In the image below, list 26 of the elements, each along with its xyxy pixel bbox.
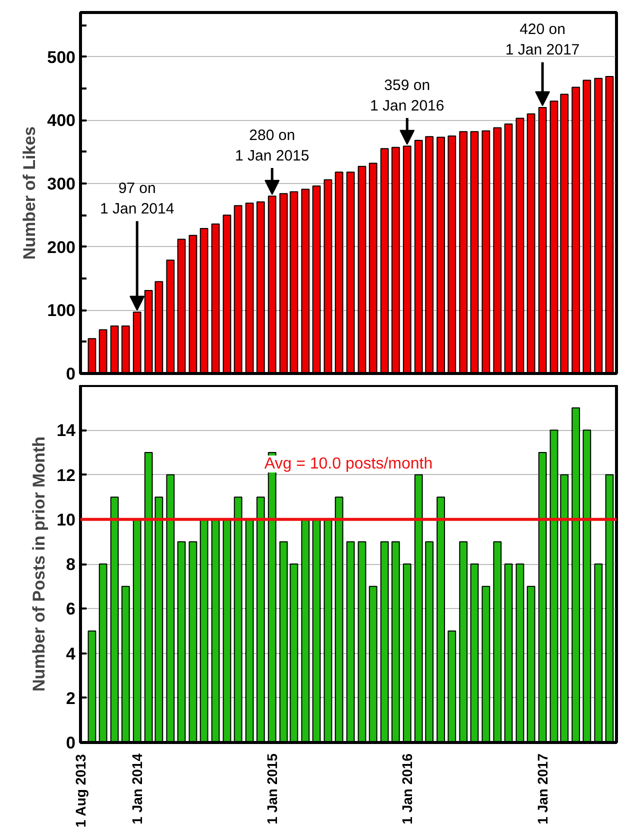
annotation: 280 on 1 Jan 2015: [235, 126, 310, 164]
y-tick-label: 6: [66, 600, 76, 619]
annotation: 420 on 1 Jan 2017: [505, 21, 580, 59]
y-tick-label: 10: [56, 510, 76, 530]
x-tick-label: 1 Jan 2015: [264, 753, 280, 824]
y-tick-label: 100: [47, 301, 76, 320]
x-tick-label: 1 Aug 2013: [72, 754, 88, 828]
y-tick-label: 14: [56, 421, 76, 440]
x-tick-label: 1 Jan 2017: [534, 753, 551, 824]
y-tick-label: 300: [47, 174, 76, 194]
y-tick-label: 2: [66, 688, 76, 708]
y-axis-title: Number of Posts in prior Month: [30, 436, 49, 692]
y-axis-title: Number of Likes: [20, 126, 40, 260]
y-tick-label: 500: [47, 48, 76, 67]
annotation: 97 on 1 Jan 2014: [100, 180, 174, 218]
y-tick-label: 12: [56, 466, 76, 485]
y-tick-label: 4: [66, 644, 76, 664]
x-tick-label: 1 Jan 2016: [399, 753, 416, 824]
y-tick-label: 0: [66, 364, 76, 384]
annotation: 359 on 1 Jan 2016: [370, 76, 444, 114]
y-tick-label: 400: [47, 111, 76, 130]
ref-line-label: Avg = 10.0 posts/month: [264, 456, 433, 473]
y-tick-label: 200: [47, 238, 76, 257]
y-tick-label: 8: [66, 555, 76, 574]
x-tick-label: 1 Jan 2014: [129, 753, 146, 824]
y-tick-label: 0: [66, 734, 76, 752]
